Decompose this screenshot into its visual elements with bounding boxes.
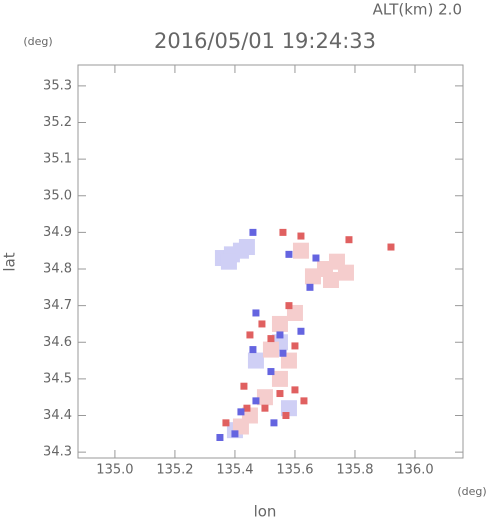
chart-title: 2016/05/01 19:24:33 (154, 29, 376, 53)
data-patch (285, 250, 293, 258)
data-patch (246, 331, 254, 339)
y-tick-label: 34.3 (43, 445, 72, 460)
x-tick-label: 135.6 (276, 463, 313, 478)
data-patch (262, 341, 279, 358)
y-tick-label: 34.7 (43, 298, 72, 313)
data-patch (337, 264, 354, 281)
data-patch (249, 346, 257, 354)
data-patch (297, 327, 305, 335)
y-tick-label: 34.5 (43, 371, 72, 386)
data-patch (231, 430, 239, 438)
data-patch (276, 390, 284, 398)
data-patch (256, 389, 273, 406)
y-tick-label: 34.9 (43, 225, 72, 240)
data-patch (258, 320, 266, 328)
data-patch (243, 404, 251, 412)
y-tick-label: 34.6 (43, 335, 72, 350)
y-tick-label: 34.4 (43, 408, 72, 423)
x-tick-label: 135.2 (156, 463, 193, 478)
data-patch (306, 283, 314, 291)
data-patch (252, 309, 260, 317)
data-patch (267, 335, 275, 343)
data-patch (238, 239, 255, 256)
y-tick-label: 35.0 (43, 188, 72, 203)
data-patch (220, 253, 237, 270)
data-patch (216, 433, 224, 441)
plot-frame (77, 64, 464, 459)
data-patch (322, 271, 339, 288)
y-tick-label: 35.2 (43, 115, 72, 130)
subtitle: ALT(km) 2.0 (373, 1, 462, 19)
data-patch (276, 331, 284, 339)
y-axis-label: lat (1, 252, 19, 271)
data-patch (297, 232, 305, 240)
data-patch (285, 302, 293, 310)
data-patch (282, 412, 290, 420)
data-patch (312, 254, 320, 262)
data-patch (271, 315, 288, 332)
x-tick-label: 135.0 (96, 463, 133, 478)
data-patch (240, 382, 248, 390)
data-patch (304, 268, 321, 285)
data-patch (291, 342, 299, 350)
data-patch (271, 370, 288, 387)
data-patch (345, 236, 353, 244)
y-tick-label: 35.1 (43, 152, 72, 167)
x-tick-label: 136.0 (396, 463, 433, 478)
data-patch (237, 408, 245, 416)
y-tick-label: 35.3 (43, 78, 72, 93)
data-patch (247, 352, 264, 369)
data-patch (267, 368, 275, 376)
plot-area (214, 228, 395, 441)
data-patch (270, 419, 278, 427)
data-patch (291, 386, 299, 394)
data-patch (249, 228, 257, 236)
data-patch (300, 397, 308, 405)
data-patch (292, 242, 309, 259)
data-patch (252, 397, 260, 405)
data-patch (387, 243, 395, 251)
x-unit: (deg) (457, 485, 486, 498)
x-tick-label: 135.8 (336, 463, 373, 478)
data-patch (279, 349, 287, 357)
data-patch (261, 404, 269, 412)
data-patch (222, 419, 230, 427)
x-axis-label: lon (254, 503, 277, 521)
y-tick-label: 34.8 (43, 262, 72, 277)
data-patch (279, 228, 287, 236)
x-tick-label: 135.4 (216, 463, 253, 478)
y-unit: (deg) (23, 35, 52, 48)
